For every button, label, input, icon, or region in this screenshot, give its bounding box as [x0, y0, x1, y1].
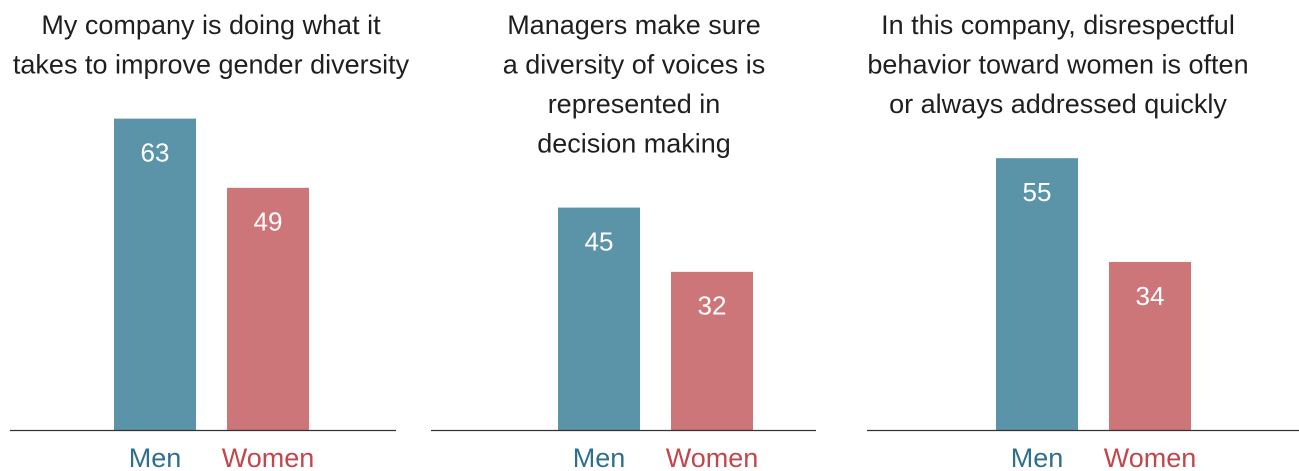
- bar: [227, 187, 309, 430]
- bar: [114, 118, 196, 430]
- category-label: Women: [666, 443, 759, 471]
- bar: [671, 271, 753, 430]
- value-label: 63: [141, 137, 170, 167]
- category-label: Women: [1104, 443, 1197, 471]
- panel-title: or always addressed quickly: [889, 89, 1227, 119]
- category-label: Men: [1011, 443, 1064, 471]
- value-label: 32: [698, 291, 727, 321]
- bar: [996, 158, 1078, 430]
- panel-title: My company is doing what it: [41, 10, 381, 40]
- bar: [558, 207, 640, 430]
- bar: [1109, 261, 1191, 430]
- category-label: Men: [573, 443, 626, 471]
- value-label: 55: [1023, 177, 1052, 207]
- panel-title: behavior toward women is often: [867, 50, 1248, 80]
- value-label: 45: [585, 226, 614, 256]
- panel-title: takes to improve gender diversity: [13, 50, 410, 80]
- category-label: Men: [129, 443, 182, 471]
- panel-title: a diversity of voices is: [503, 50, 766, 80]
- panel-title: represented in: [548, 89, 721, 119]
- panel-title: Managers make sure: [507, 10, 761, 40]
- panel-title: decision making: [537, 129, 731, 159]
- value-label: 49: [254, 207, 283, 237]
- panel-title: In this company, disrespectful: [881, 10, 1235, 40]
- value-label: 34: [1136, 281, 1165, 311]
- category-label: Women: [222, 443, 315, 471]
